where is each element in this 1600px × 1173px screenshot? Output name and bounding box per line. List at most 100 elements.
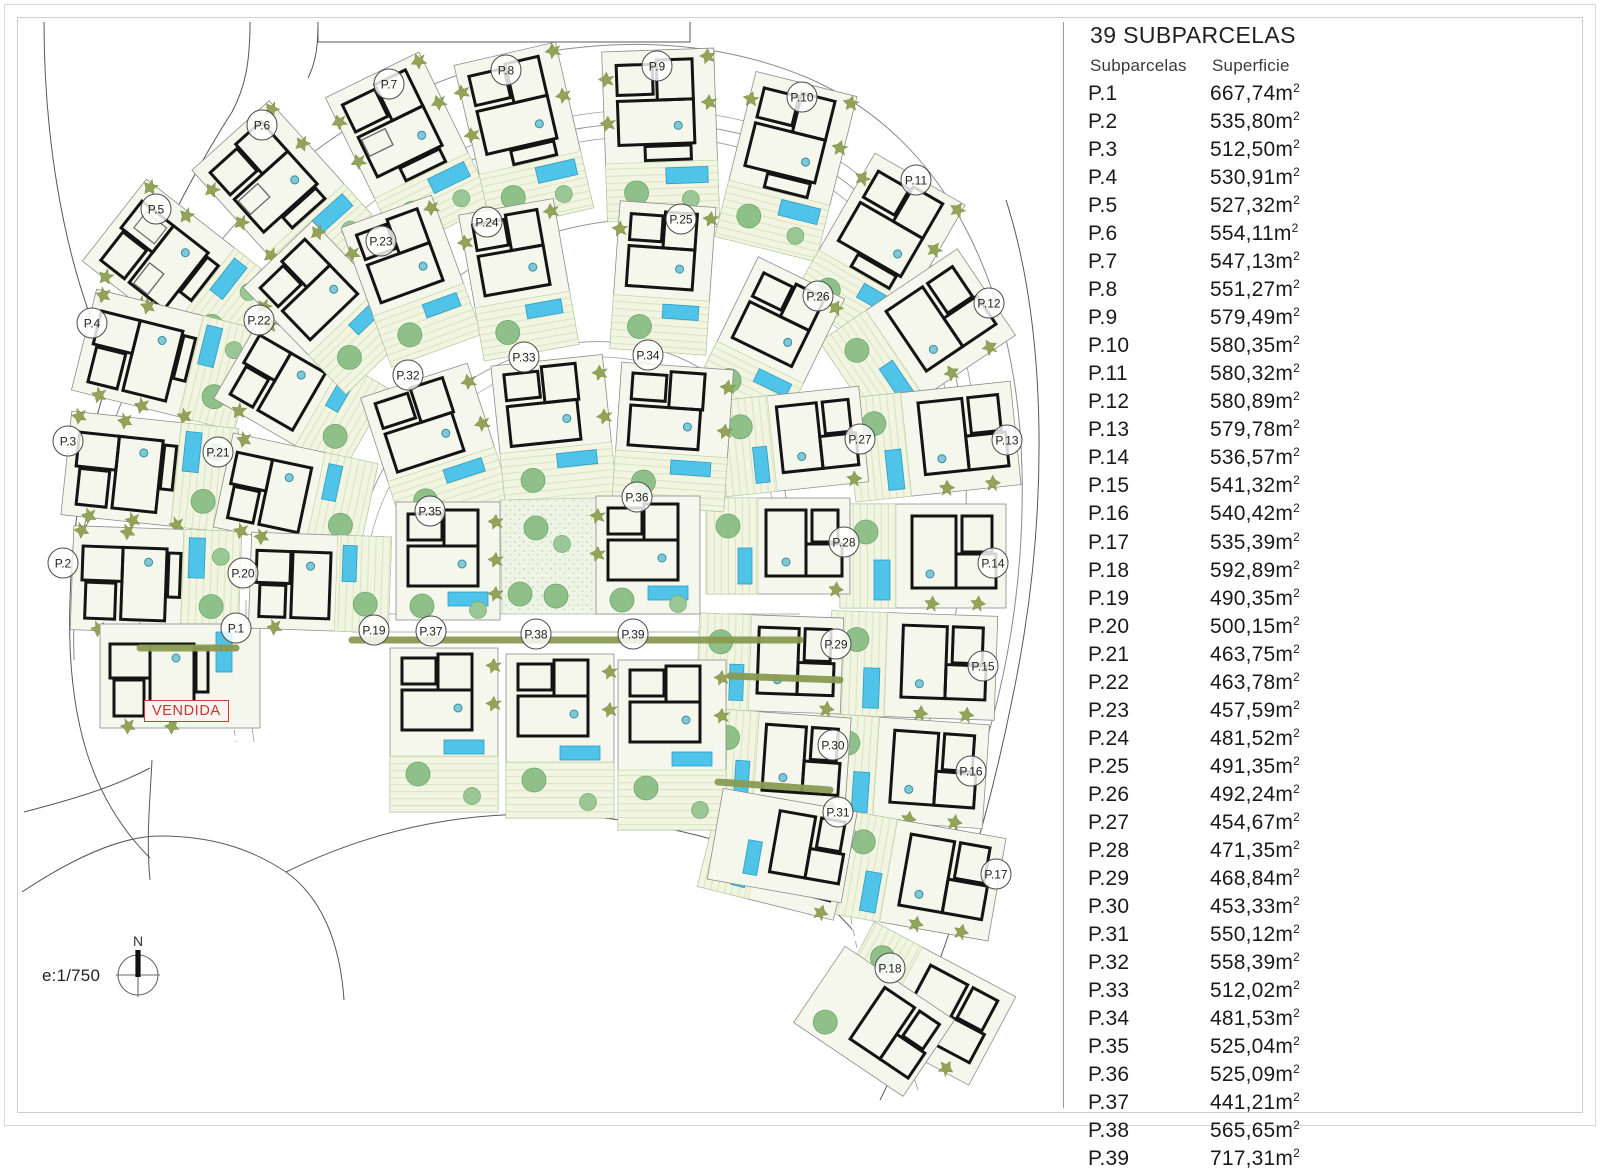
plot-marker-label: P.31	[826, 806, 849, 820]
area-unit-exponent: 2	[1293, 1034, 1300, 1049]
plot-group-inner-mid	[395, 495, 701, 621]
legend-row: P.9 579,49m2	[1088, 304, 1568, 332]
area-unit-exponent: 2	[1293, 949, 1300, 964]
plot-marker-p10[interactable]: P.10	[786, 81, 818, 113]
plot-marker-label: P.35	[418, 505, 441, 519]
plot-marker-label: P.20	[231, 567, 254, 581]
legend-plot-id: P.32	[1088, 950, 1130, 974]
north-arrow-icon: N	[116, 933, 160, 997]
plot-marker-p36[interactable]: P.36	[621, 481, 653, 513]
legend-row: P.27 454,67m2	[1088, 809, 1568, 837]
area-unit-exponent: 2	[1293, 669, 1300, 684]
plot-cell	[609, 200, 720, 356]
legend-row: P.31 550,12m2	[1088, 921, 1568, 949]
legend-plot-id: P.7	[1088, 250, 1118, 274]
plot-marker-p13[interactable]: P.13	[991, 424, 1023, 456]
legend-title: 39 SUBPARCELAS	[1090, 22, 1296, 48]
plot-marker-label: P.19	[362, 624, 385, 638]
legend-plot-area: 530,91m2	[1210, 165, 1300, 190]
legend-row: P.17 535,39m2	[1088, 529, 1568, 557]
plot-marker-p3[interactable]: P.3	[52, 425, 84, 457]
legend-plot-area: 468,84m2	[1210, 865, 1300, 890]
legend-row: P.4 530,91m2	[1088, 164, 1568, 192]
plot-marker-label: P.4	[84, 317, 101, 331]
plot-markers: P.1 P.2 P.3 P.4 P.5 P.6 P.7 P.8 P.9 P.10 P.11 P.12 P…	[47, 50, 1023, 984]
legend-plot-id: P.29	[1088, 866, 1130, 890]
plot-marker-p19[interactable]: P.19	[358, 614, 390, 646]
plot-marker-p26[interactable]: P.26	[802, 280, 834, 312]
plot-marker-p37[interactable]: P.37	[415, 615, 447, 647]
legend-plot-area: 491,35m2	[1210, 753, 1300, 778]
plot-marker-p39[interactable]: P.39	[617, 618, 649, 650]
legend-row: P.26 492,24m2	[1088, 781, 1568, 809]
plot-marker-p35[interactable]: P.35	[414, 495, 446, 527]
legend-plot-id: P.17	[1088, 530, 1130, 554]
plot-marker-p28[interactable]: P.28	[828, 526, 860, 558]
plot-marker-p20[interactable]: P.20	[227, 557, 259, 589]
legend-plot-id: P.38	[1088, 1119, 1130, 1143]
legend-plot-area: 579,78m2	[1210, 417, 1300, 442]
plot-group-south-row	[389, 647, 730, 831]
legend-plot-id: P.11	[1088, 362, 1128, 386]
plot-marker-p30[interactable]: P.30	[817, 729, 849, 761]
plot-cell	[505, 653, 618, 819]
legend-row: P.5 527,32m2	[1088, 192, 1568, 220]
legend-plot-id: P.2	[1088, 110, 1118, 134]
plot-marker-label: P.15	[971, 660, 994, 674]
plot-marker-p38[interactable]: P.38	[520, 618, 552, 650]
plot-marker-p33[interactable]: P.33	[508, 341, 540, 373]
plot-marker-p14[interactable]: P.14	[977, 547, 1009, 579]
plot-marker-p5[interactable]: P.5	[140, 193, 172, 225]
plot-marker-p12[interactable]: P.12	[973, 287, 1005, 319]
area-unit-exponent: 2	[1293, 781, 1300, 796]
area-unit-exponent: 2	[1293, 1090, 1300, 1105]
plot-marker-p25[interactable]: P.25	[665, 203, 697, 235]
legend-plot-area: 512,02m2	[1210, 978, 1300, 1002]
legend-plot-area: 554,11m2	[1210, 221, 1299, 246]
plot-marker-p8[interactable]: P.8	[490, 54, 522, 86]
page-frame-outer	[4, 4, 1596, 1126]
plot-marker-p21[interactable]: P.21	[202, 436, 234, 468]
plot-marker-p15[interactable]: P.15	[967, 650, 999, 682]
plot-marker-p27[interactable]: P.27	[844, 423, 876, 455]
legend-plot-area: 525,09m2	[1210, 1062, 1300, 1087]
plot-marker-p9[interactable]: P.9	[641, 50, 673, 82]
site-map[interactable]: P.1 P.2 P.3 P.4 P.5 P.6 P.7 P.8 P.9 P.10 P.11 P.12 P…	[0, 0, 1063, 1130]
plot-marker-p34[interactable]: P.34	[632, 339, 664, 371]
plot-marker-p6[interactable]: P.6	[246, 109, 278, 141]
plot-marker-p7[interactable]: P.7	[373, 68, 405, 100]
plot-marker-p2[interactable]: P.2	[47, 547, 79, 579]
legend-plot-area: 463,78m2	[1210, 669, 1300, 694]
plot-marker-p32[interactable]: P.32	[392, 359, 424, 391]
legend-plot-area: 454,67m2	[1210, 809, 1300, 834]
plot-marker-p4[interactable]: P.4	[76, 307, 108, 339]
plot-marker-p18[interactable]: P.18	[874, 952, 906, 984]
legend-plot-id: P.16	[1088, 502, 1130, 526]
plot-marker-p29[interactable]: P.29	[820, 628, 852, 660]
plot-cell	[839, 503, 1007, 612]
plot-marker-p11[interactable]: P.11	[900, 164, 932, 196]
plot-marker-p31[interactable]: P.31	[822, 796, 854, 828]
legend-row: P.7 547,13m2	[1088, 248, 1568, 276]
plot-marker-label: P.3	[60, 435, 77, 449]
plot-marker-p23[interactable]: P.23	[365, 225, 397, 257]
plot-marker-p22[interactable]: P.22	[243, 304, 275, 336]
plot-marker-p24[interactable]: P.24	[471, 206, 503, 238]
plot-marker-p16[interactable]: P.16	[955, 755, 987, 787]
plot-marker-p17[interactable]: P.17	[980, 858, 1012, 890]
legend-row: P.23 457,59m2	[1088, 697, 1568, 725]
area-unit-exponent: 2	[1293, 978, 1300, 992]
legend-plot-id: P.5	[1088, 194, 1118, 218]
legend-plot-area: 463,75m2	[1210, 641, 1300, 666]
status-badge-sold: VENDIDA	[144, 700, 229, 722]
plot-marker-p1[interactable]: P.1	[220, 612, 252, 644]
plot-cell	[60, 407, 240, 534]
area-unit-exponent: 2	[1293, 585, 1300, 600]
legend-plot-area: 558,39m2	[1210, 949, 1300, 974]
plot-marker-label: P.1	[228, 622, 245, 636]
legend-plot-id: P.14	[1088, 446, 1130, 470]
plot-cell	[793, 945, 956, 1097]
legend-plot-area: 580,89m2	[1210, 389, 1300, 414]
legend-row: P.33 512,02m2	[1088, 977, 1568, 1005]
legend-plot-area: 492,24m2	[1210, 781, 1300, 806]
